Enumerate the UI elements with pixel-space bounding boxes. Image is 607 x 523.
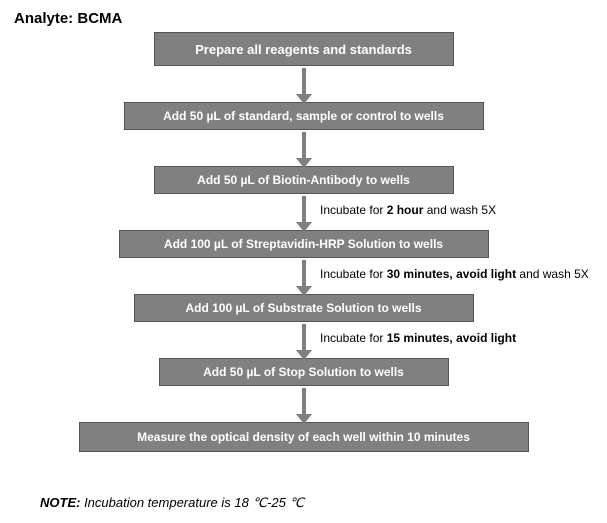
arrow-down-icon [296, 68, 312, 104]
annot-bold: 15 minutes, avoid light [387, 331, 516, 345]
step-box: Add 50 µL of standard, sample or control… [124, 102, 484, 130]
step-box: Measure the optical density of each well… [79, 422, 529, 452]
arrow-annotation: Incubate for 30 minutes, avoid light and… [320, 267, 589, 281]
arrow: Incubate for 30 minutes, avoid light and… [0, 258, 607, 294]
step-label: Add 50 µL of standard, sample or control… [163, 109, 444, 123]
arrow-down-icon [296, 388, 312, 424]
arrow-down-icon [296, 260, 312, 296]
analyte-header: Analyte: BCMA [14, 10, 122, 27]
step-label: Add 100 µL of Streptavidin-HRP Solution … [164, 237, 443, 251]
arrow-down-icon [296, 132, 312, 168]
annot-pre: Incubate for [320, 203, 387, 217]
arrow-annotation: Incubate for 2 hour and wash 5X [320, 203, 496, 217]
step-box: Add 50 µL of Biotin-Antibody to wells [154, 166, 454, 194]
arrow [0, 386, 607, 422]
annot-bold: 2 hour [387, 203, 424, 217]
annot-pre: Incubate for [320, 267, 387, 281]
step-label: Add 50 µL of Stop Solution to wells [203, 365, 404, 379]
annot-post: and wash 5X [423, 203, 496, 217]
arrow: Incubate for 15 minutes, avoid light [0, 322, 607, 358]
step-label: Prepare all reagents and standards [195, 42, 412, 57]
annot-pre: Incubate for [320, 331, 387, 345]
step-label: Measure the optical density of each well… [137, 430, 470, 444]
step-box: Add 100 µL of Substrate Solution to well… [134, 294, 474, 322]
note: NOTE: Incubation temperature is 18 ℃-25 … [40, 495, 304, 511]
flowchart: Prepare all reagents and standards Add 50… [0, 32, 607, 452]
step-box: Add 100 µL of Streptavidin-HRP Solution … [119, 230, 489, 258]
arrow-down-icon [296, 324, 312, 360]
arrow [0, 130, 607, 166]
note-text: Incubation temperature is 18 ℃-25 ℃ [80, 495, 304, 510]
step-label: Add 50 µL of Biotin-Antibody to wells [197, 173, 410, 187]
annot-post: and wash 5X [516, 267, 589, 281]
step-box: Add 50 µL of Stop Solution to wells [159, 358, 449, 386]
annot-bold: 30 minutes, avoid light [387, 267, 516, 281]
arrow-annotation: Incubate for 15 minutes, avoid light [320, 331, 516, 345]
arrow-down-icon [296, 196, 312, 232]
step-label: Add 100 µL of Substrate Solution to well… [185, 301, 421, 315]
arrow: Incubate for 2 hour and wash 5X [0, 194, 607, 230]
step-box: Prepare all reagents and standards [154, 32, 454, 66]
arrow [0, 66, 607, 102]
analyte-prefix: Analyte: [14, 10, 77, 27]
analyte-name: BCMA [77, 10, 122, 27]
note-label: NOTE: [40, 495, 80, 510]
